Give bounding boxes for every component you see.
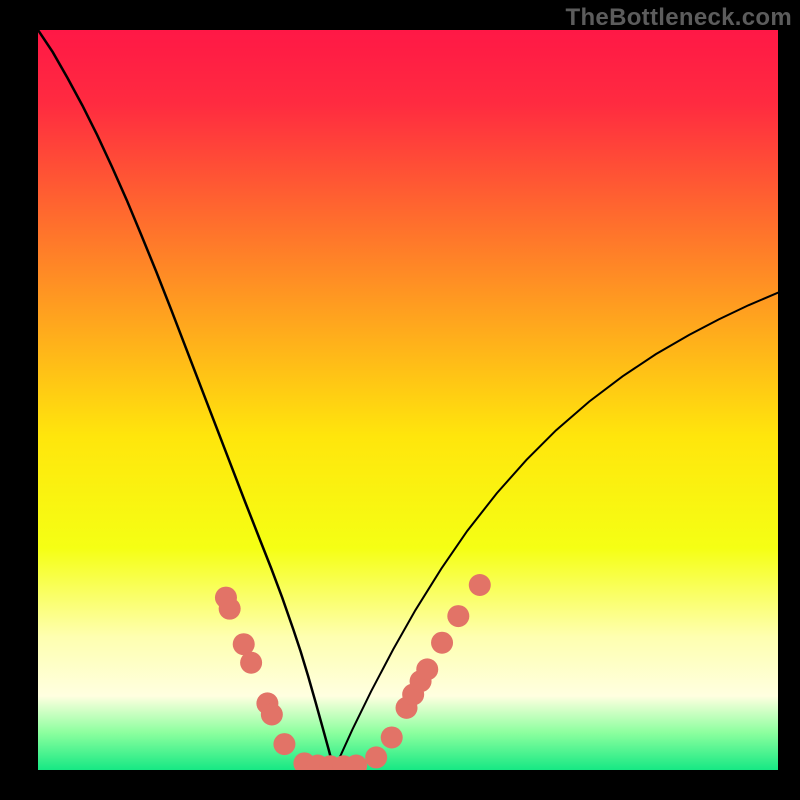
image-frame: TheBottleneck.com <box>0 0 800 800</box>
data-marker <box>416 658 438 680</box>
watermark-text: TheBottleneck.com <box>566 4 792 32</box>
chart-background <box>38 30 778 770</box>
data-marker <box>469 574 491 596</box>
data-marker <box>365 746 387 768</box>
data-marker <box>219 598 241 620</box>
data-marker <box>273 733 295 755</box>
data-marker <box>447 605 469 627</box>
data-marker <box>240 652 262 674</box>
data-marker <box>261 704 283 726</box>
chart-svg <box>38 30 778 770</box>
data-marker <box>431 632 453 654</box>
data-marker <box>381 726 403 748</box>
